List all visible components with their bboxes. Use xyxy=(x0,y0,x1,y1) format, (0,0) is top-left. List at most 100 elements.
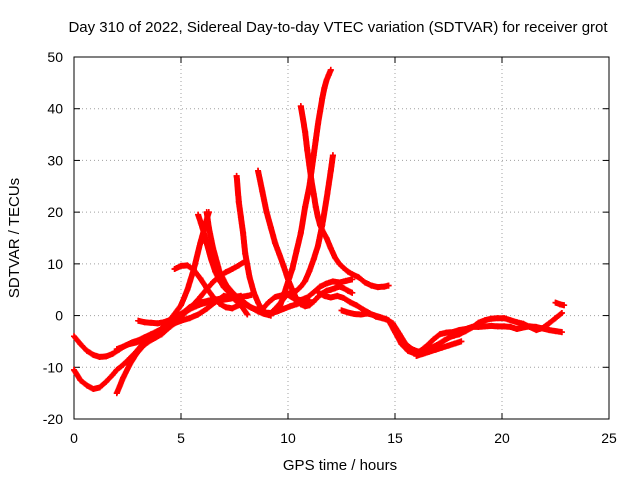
data-point xyxy=(419,350,426,357)
data-point xyxy=(165,323,172,330)
data-point xyxy=(184,286,191,293)
data-point xyxy=(314,289,321,296)
y-tick-label: 0 xyxy=(55,308,63,324)
data-point xyxy=(304,147,311,154)
data-point xyxy=(507,323,514,330)
data-point xyxy=(242,300,249,307)
data-point xyxy=(368,282,375,289)
chart-gridlines xyxy=(74,57,609,419)
data-point xyxy=(71,333,77,340)
data-point xyxy=(332,254,339,261)
data-point xyxy=(327,66,334,73)
data-point xyxy=(456,331,463,338)
data-point xyxy=(314,121,321,128)
data-point xyxy=(133,351,140,358)
data-point xyxy=(154,320,161,327)
data-point xyxy=(344,309,351,316)
data-point xyxy=(310,152,317,159)
data-point xyxy=(327,294,334,301)
x-tick-label: 25 xyxy=(601,430,617,446)
data-point xyxy=(297,301,304,308)
data-point xyxy=(192,301,199,308)
data-point xyxy=(447,333,454,340)
series-track-2 xyxy=(71,209,212,393)
data-point xyxy=(203,305,210,312)
data-point xyxy=(327,286,334,293)
data-point xyxy=(481,323,488,330)
data-point xyxy=(445,342,452,349)
data-point xyxy=(310,298,317,305)
data-point xyxy=(297,283,304,290)
data-point xyxy=(317,222,324,229)
data-point xyxy=(225,294,232,301)
data-point xyxy=(494,315,501,322)
data-point xyxy=(77,341,84,348)
data-point xyxy=(103,353,110,360)
data-point xyxy=(556,301,563,308)
data-point xyxy=(280,305,287,312)
data-point xyxy=(494,323,501,330)
data-point xyxy=(90,386,97,393)
data-point xyxy=(323,235,330,241)
data-point xyxy=(362,279,369,286)
data-point xyxy=(355,274,362,281)
data-point xyxy=(205,297,212,304)
data-point xyxy=(323,287,330,294)
data-point xyxy=(353,302,360,309)
data-point xyxy=(501,323,508,330)
data-point xyxy=(148,319,155,326)
data-point xyxy=(385,282,392,289)
data-point xyxy=(432,346,439,353)
data-point xyxy=(302,277,309,284)
data-point xyxy=(240,229,247,236)
data-point xyxy=(235,295,242,302)
y-tick-label: -20 xyxy=(43,411,63,427)
data-point xyxy=(340,264,347,271)
data-point xyxy=(546,320,553,327)
data-point xyxy=(533,327,540,334)
data-point xyxy=(513,326,520,333)
data-point xyxy=(323,280,330,287)
data-point xyxy=(409,346,416,353)
data-point xyxy=(285,278,291,285)
data-point xyxy=(109,350,116,357)
data-point xyxy=(312,203,319,210)
data-point xyxy=(297,103,304,110)
data-point xyxy=(389,320,396,327)
data-point xyxy=(299,116,306,123)
data-point xyxy=(229,289,236,296)
data-point xyxy=(267,224,274,231)
data-point xyxy=(306,302,313,309)
data-point xyxy=(233,172,240,179)
data-point xyxy=(126,361,133,368)
data-point xyxy=(205,224,212,231)
data-point xyxy=(302,128,309,135)
data-point xyxy=(462,328,469,335)
data-point xyxy=(327,167,334,174)
data-point xyxy=(312,136,319,143)
data-point xyxy=(314,214,321,221)
data-point xyxy=(481,317,488,324)
data-point xyxy=(259,307,266,314)
y-axis-label: SDTVAR / TECUs xyxy=(6,178,23,298)
data-point xyxy=(167,316,174,323)
data-point xyxy=(552,328,559,335)
data-point xyxy=(338,307,345,314)
data-point xyxy=(520,320,527,327)
y-axis: -20 -10 0 10 20 30 40 50 xyxy=(43,49,609,427)
data-point xyxy=(235,198,242,205)
x-tick-label: 10 xyxy=(280,430,296,446)
data-point xyxy=(342,277,349,284)
x-tick-label: 0 xyxy=(70,430,78,446)
data-point xyxy=(347,299,354,306)
data-point xyxy=(451,340,458,347)
data-point xyxy=(199,299,206,306)
data-point xyxy=(109,372,116,379)
y-tick-label: 40 xyxy=(47,101,63,117)
data-point xyxy=(321,85,328,92)
data-point xyxy=(293,247,300,254)
x-tick-label: 15 xyxy=(387,430,403,446)
data-point xyxy=(265,299,272,306)
data-point xyxy=(218,295,225,302)
data-point xyxy=(329,278,336,285)
